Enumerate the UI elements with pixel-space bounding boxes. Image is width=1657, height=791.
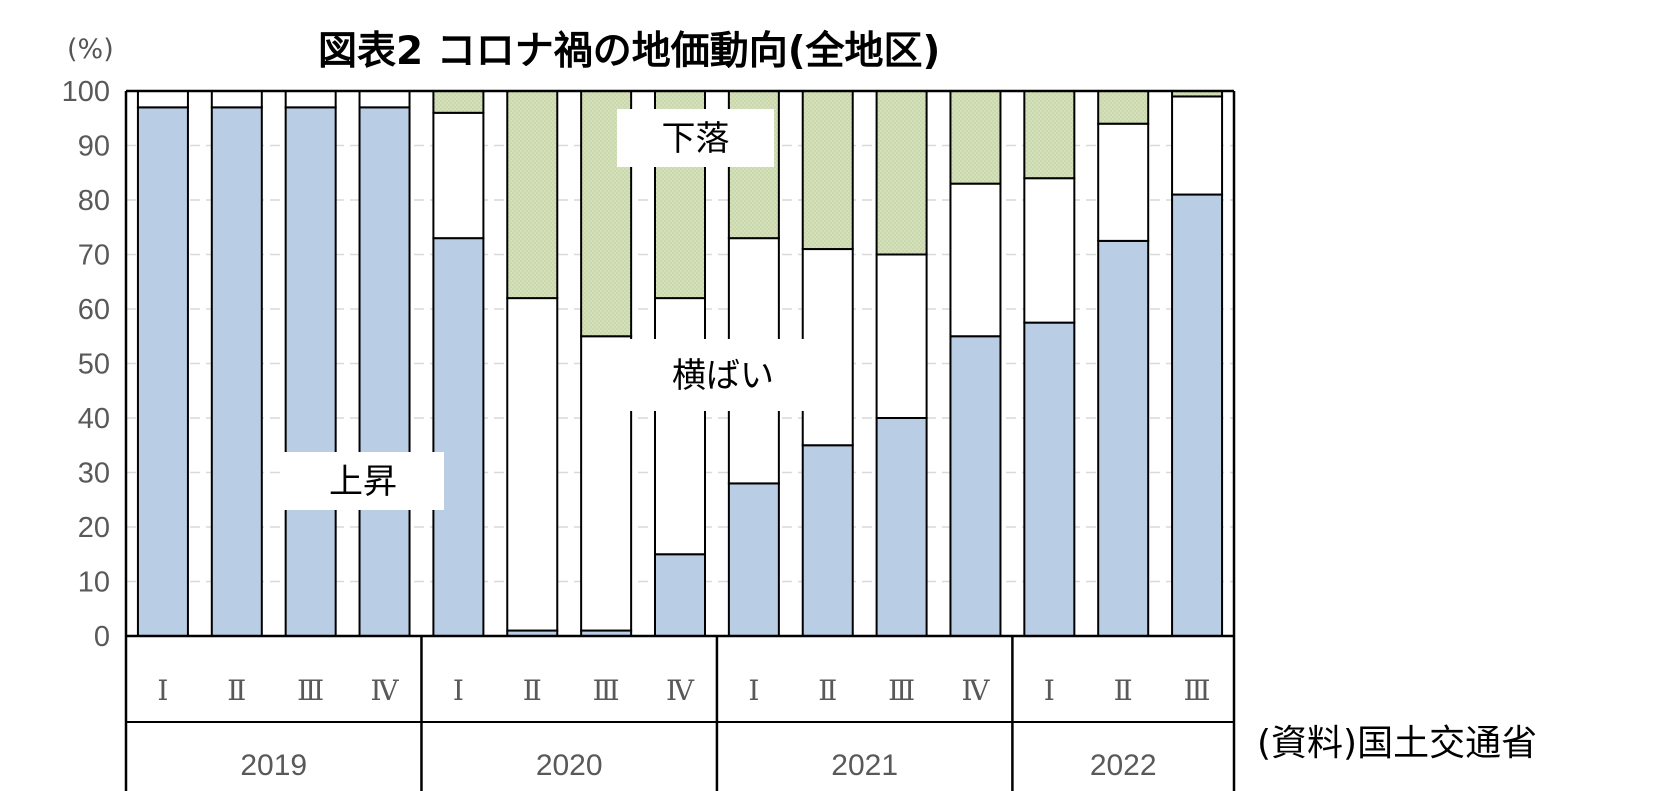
quarter-label: Ⅱ bbox=[523, 674, 542, 707]
quarter-label: Ⅳ bbox=[961, 674, 990, 707]
bar-segment bbox=[210, 90, 263, 109]
y-tick-label: 30 bbox=[78, 458, 110, 490]
y-tick-label: 90 bbox=[78, 131, 110, 163]
quarter-label: Ⅰ bbox=[748, 674, 759, 707]
quarter-label: Ⅱ bbox=[818, 674, 837, 707]
year-label: 2021 bbox=[831, 749, 898, 782]
bar-segment bbox=[358, 106, 411, 638]
bar-segment bbox=[1097, 122, 1150, 242]
y-axis-unit: (%) bbox=[67, 34, 114, 65]
quarter-label: Ⅳ bbox=[666, 674, 695, 707]
x-axis: Ⅰ Ⅱ Ⅲ Ⅳ Ⅰ Ⅱ Ⅲ Ⅳ Ⅰ Ⅱ Ⅲ Ⅳ Ⅰ Ⅱ Ⅲ 2019 2020 2021 2022 bbox=[124, 636, 1236, 791]
quarter-label: Ⅲ bbox=[888, 674, 915, 707]
bar-segment bbox=[875, 253, 928, 419]
bar-segment bbox=[875, 90, 928, 256]
bar-segment bbox=[654, 297, 706, 556]
quarter-label: Ⅰ bbox=[453, 674, 464, 707]
y-tick-label: 80 bbox=[78, 185, 110, 217]
chart-title: 図表2 コロナ禍の地価動向(全地区) bbox=[318, 29, 940, 74]
annotation-box bbox=[598, 339, 848, 411]
quarter-label: Ⅱ bbox=[227, 674, 246, 707]
bar-segment bbox=[1023, 177, 1076, 324]
y-tick-label: 40 bbox=[78, 403, 110, 435]
quarter-label: Ⅱ bbox=[1114, 674, 1133, 707]
bar-segment bbox=[949, 335, 1002, 637]
annotation-label: 上昇 bbox=[329, 462, 397, 502]
bar-segment bbox=[1023, 90, 1076, 180]
bar-segment bbox=[654, 553, 706, 637]
y-tick-label: 50 bbox=[78, 349, 110, 381]
year-label: 2019 bbox=[240, 749, 307, 782]
annotation-box bbox=[617, 109, 774, 167]
year-label: 2020 bbox=[536, 749, 603, 782]
bar-segment bbox=[284, 106, 337, 638]
series-annotations: 上昇 横ばい 下落 bbox=[282, 109, 848, 510]
bar-segment bbox=[432, 90, 485, 114]
quarter-label: Ⅲ bbox=[1184, 674, 1211, 707]
bar-segment bbox=[506, 90, 559, 300]
bar-segment bbox=[801, 444, 854, 637]
y-tick-label: 20 bbox=[78, 512, 110, 544]
y-tick-label: 100 bbox=[62, 76, 110, 108]
bar-segment bbox=[358, 90, 411, 109]
quarter-label: Ⅰ bbox=[1044, 674, 1055, 707]
annotation-label: 横ばい bbox=[672, 356, 774, 396]
bar-segment bbox=[1171, 193, 1224, 638]
bar-segment bbox=[210, 106, 263, 638]
plot-frame bbox=[124, 89, 1236, 638]
bar-segment bbox=[432, 237, 485, 637]
quarter-label: Ⅳ bbox=[371, 674, 400, 707]
y-tick-label: 60 bbox=[78, 294, 110, 326]
bar-segment bbox=[875, 417, 928, 637]
y-tick-label: 10 bbox=[78, 567, 110, 599]
annotation-label: 下落 bbox=[662, 119, 730, 159]
y-tick-label: 70 bbox=[78, 240, 110, 272]
y-tick-label: 0 bbox=[94, 621, 110, 653]
y-axis-ticks: 0 10 20 30 40 50 60 70 80 90 100 bbox=[62, 76, 110, 653]
bar-segment bbox=[1023, 321, 1076, 637]
quarter-label: Ⅰ bbox=[157, 674, 168, 707]
bar-segment bbox=[1097, 239, 1150, 637]
bar-segment bbox=[432, 111, 485, 240]
year-label: 2022 bbox=[1090, 749, 1157, 782]
bar-segment bbox=[1097, 90, 1150, 125]
source-note: (資料)国土交通省 bbox=[1257, 723, 1537, 764]
annotation-box bbox=[282, 452, 444, 510]
bar-segment bbox=[136, 90, 189, 109]
bar-segment bbox=[1171, 95, 1224, 196]
bar-segment bbox=[506, 297, 559, 632]
quarter-label: Ⅲ bbox=[297, 674, 324, 707]
bar-segment bbox=[136, 106, 189, 638]
bar-segment bbox=[727, 482, 780, 637]
quarter-label: Ⅲ bbox=[593, 674, 620, 707]
bar-segment bbox=[949, 90, 1002, 185]
bar-segment bbox=[801, 90, 854, 251]
bar-segment bbox=[949, 182, 1002, 338]
bar-segment bbox=[284, 90, 337, 109]
